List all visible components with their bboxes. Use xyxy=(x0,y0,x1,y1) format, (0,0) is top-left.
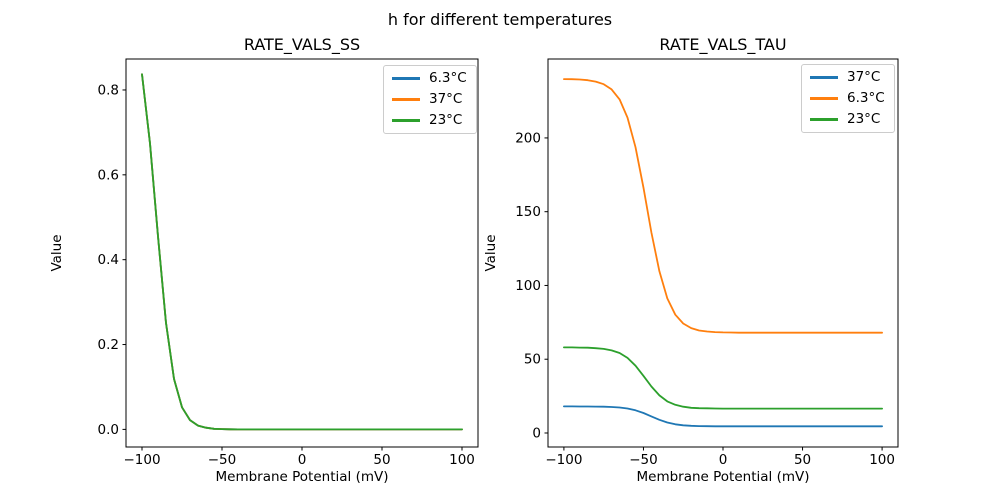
figure-title: h for different temperatures xyxy=(387,10,613,29)
legend-label: 6.3°C xyxy=(847,89,885,106)
y-tick-label: 100 xyxy=(515,278,541,294)
x-tick-label: 100 xyxy=(869,452,895,468)
legend-line-swatch xyxy=(810,97,838,100)
y-axis-label-left: Value xyxy=(49,234,65,272)
legend-tau: 37°C 6.3°C 23°C xyxy=(801,64,895,133)
legend-label: 6.3°C xyxy=(429,69,467,86)
legend-line-swatch xyxy=(392,119,420,122)
legend-entry: 37°C xyxy=(810,70,885,85)
y-axis-label-right: Value xyxy=(483,234,499,272)
y-tick-label: 0.2 xyxy=(98,337,119,353)
y-tick-label: 0.8 xyxy=(98,82,119,98)
legend-line-swatch xyxy=(392,98,420,101)
x-tick-label: −100 xyxy=(545,452,582,468)
y-tick-label: 0.0 xyxy=(98,422,119,438)
x-tick-label: 0 xyxy=(298,452,307,468)
plot-title-rate-vals-tau: RATE_VALS_TAU xyxy=(659,35,787,54)
plot-title-rate-vals-ss: RATE_VALS_SS xyxy=(243,35,361,54)
legend-line-swatch xyxy=(810,76,838,79)
series-line-63C xyxy=(563,78,883,334)
y-tick-label: 200 xyxy=(515,130,541,146)
x-axis-label-right: Membrane Potential (mV) xyxy=(636,469,810,485)
legend-line-swatch xyxy=(810,118,838,121)
legend-entry: 23°C xyxy=(392,113,467,128)
subplot-0: −100 −50 0 50 100 0.0 0.2 0.4 0.6 0.8 xyxy=(98,58,479,468)
x-axis-label-left: Membrane Potential (mV) xyxy=(215,469,389,485)
legend-label: 37°C xyxy=(847,68,881,85)
x-tick-label: −50 xyxy=(208,452,237,468)
legend-entry: 6.3°C xyxy=(392,71,467,86)
x-tick-label: 0 xyxy=(719,452,728,468)
x-tick-label: 50 xyxy=(373,452,390,468)
series-line-23C xyxy=(563,346,883,410)
y-tick-label: 0 xyxy=(532,425,541,441)
x-tick-label: 100 xyxy=(449,452,475,468)
y-tick-label: 0.4 xyxy=(98,252,119,268)
y-tick-label: 50 xyxy=(524,352,541,368)
legend-label: 37°C xyxy=(429,90,463,107)
subplot-1: −100 −50 0 50 100 0 50 100 150 200 xyxy=(515,58,899,468)
legend-line-swatch xyxy=(392,77,420,80)
series-line-37C xyxy=(563,405,883,428)
legend-entry: 23°C xyxy=(810,112,885,127)
y-tick-label: 0.6 xyxy=(98,167,119,183)
legend-ss: 6.3°C 37°C 23°C xyxy=(383,65,477,134)
x-tick-label: 50 xyxy=(794,452,811,468)
legend-label: 23°C xyxy=(847,110,881,127)
y-tick-label: 150 xyxy=(515,204,541,220)
series-line-23C xyxy=(141,73,463,431)
legend-entry: 37°C xyxy=(392,92,467,107)
legend-label: 23°C xyxy=(429,111,463,128)
x-tick-label: −50 xyxy=(629,452,658,468)
legend-entry: 6.3°C xyxy=(810,91,885,106)
x-tick-label: −100 xyxy=(123,452,160,468)
